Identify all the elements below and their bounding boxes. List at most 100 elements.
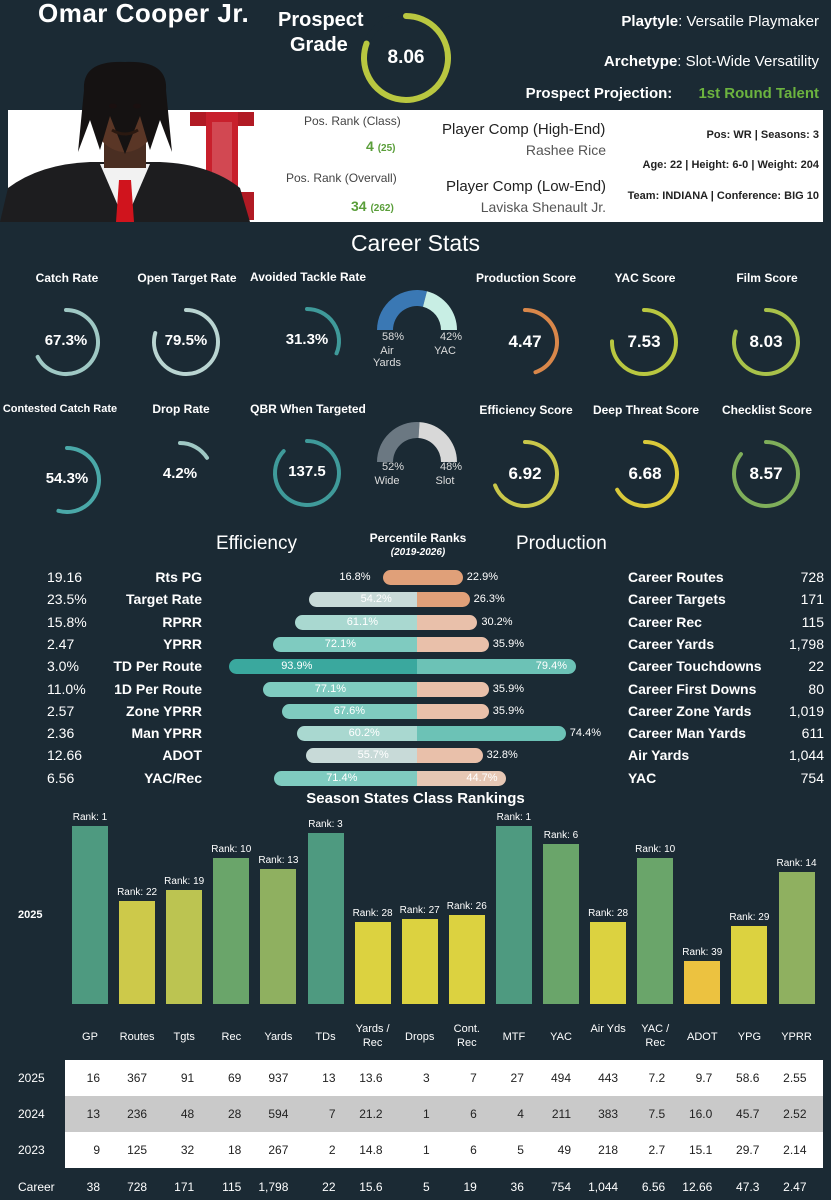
season-rank-label: Rank: 29 [729, 911, 770, 923]
stat-ring-svg [273, 439, 341, 507]
playtyle-line: Playtyle: Versatile Playmaker [621, 13, 819, 30]
production-pct-label: 22.9% [466, 571, 498, 583]
table-cell: 13 [322, 1071, 336, 1085]
table-row: 16 367 91 69 937 13 13.6 3 7 27 494 443 7.2 9.7 58.6 2.… [65, 1060, 823, 1096]
efficiency-pct-label: 16.8% [339, 571, 371, 583]
stat-ring-svg [178, 441, 210, 460]
column-header: YPRR [781, 1031, 812, 1043]
stat-ring-value: 137.5 [288, 463, 326, 480]
efficiency-pct-label: 54.2% [360, 593, 392, 606]
season-rank-bar [731, 925, 768, 1004]
stat-title: Efficiency Score [479, 403, 573, 417]
table-cell: 6 [470, 1143, 477, 1157]
efficiency-pct-bar [296, 726, 417, 742]
archetype-value: : Slot-Wide Versatility [677, 53, 819, 70]
split-right-pct: 48% [439, 461, 463, 473]
stat-ring: 54.3% [29, 442, 105, 518]
table-cell: 5 [423, 1180, 430, 1194]
production-pct-bar [417, 659, 576, 675]
table-cell: 1 [423, 1143, 430, 1157]
table-cell: 1,798 [258, 1180, 289, 1194]
pos-seasons-line: Pos: WR | Seasons: 3 [706, 129, 820, 141]
stat-ring-svg [732, 440, 800, 508]
production-pct-bar [417, 748, 483, 764]
table-cell: 171 [174, 1180, 195, 1194]
table-cell: 15.1 [688, 1143, 713, 1157]
efficiency-value: 3.0% [47, 658, 79, 675]
efficiency-pct-bar [274, 770, 417, 786]
column-header: YAC / Rec [641, 1023, 670, 1049]
comp-high-name: Rashee Rice [525, 142, 606, 158]
stat-ring: 8.03 [728, 304, 804, 380]
efficiency-label: Rts PG [155, 569, 202, 585]
efficiency-pct-label: 72.1% [324, 637, 356, 650]
table-cell: 19 [463, 1180, 477, 1194]
stat-title: YAC Score [614, 271, 676, 285]
stat-ring-arc [493, 440, 559, 508]
grade-ring-svg [361, 13, 451, 103]
grade-ring: 8.06 [358, 10, 454, 106]
split-right-pct: 42% [439, 331, 463, 343]
production-pct-label: 74.4% [569, 727, 601, 740]
efficiency-value: 15.8% [47, 613, 87, 630]
table-cell: 1,044 [588, 1180, 619, 1194]
efficiency-pct-label: 71.4% [326, 771, 358, 784]
season-rank-label: Rank: 28 [588, 908, 629, 920]
table-cell: 594 [268, 1107, 289, 1121]
table-cell: 2.14 [783, 1143, 807, 1157]
efficiency-label: Zone YPRR [126, 702, 202, 719]
season-rank-bar [119, 900, 156, 1004]
season-series-label: 2025 [18, 909, 43, 921]
stat-ring-value: 6.68 [628, 464, 662, 483]
stat-ring: 79.5% [148, 304, 224, 380]
stat-ring: 8.57 [728, 436, 804, 512]
grade-value: 8.06 [387, 47, 425, 68]
stat-ring-svg [610, 308, 678, 376]
stat-title: Deep Threat Score [592, 403, 700, 417]
table-year-label: Career [18, 1180, 55, 1194]
season-rank-label: Rank: 6 [543, 829, 579, 841]
split-right-segment [422, 291, 457, 330]
season-rank-label: Rank: 10 [211, 844, 252, 856]
table-cell: 69 [227, 1071, 242, 1085]
table-cell: 13.6 [359, 1071, 383, 1085]
stat-ring-arc [732, 308, 800, 376]
stat-ring-value: 6.92 [508, 464, 542, 483]
stat-title: Checklist Score [721, 403, 813, 417]
table-cell: 211 [551, 1107, 571, 1121]
efficiency-label: RPRR [162, 613, 202, 630]
production-pct-bar [417, 770, 507, 786]
efficiency-label: YAC/Rec [144, 769, 202, 786]
table-cell: 58.6 [736, 1071, 760, 1085]
stat-title: Contested Catch Rate [2, 403, 118, 415]
season-rank-label: Rank: 13 [258, 854, 299, 866]
stat-ring-value: 8.03 [749, 332, 783, 351]
table-cell: 115 [222, 1180, 242, 1194]
production-label: Career Zone Yards [628, 702, 752, 719]
stat-ring-svg [615, 440, 679, 508]
production-pct-bar [417, 636, 489, 652]
table-cell: 91 [180, 1071, 195, 1085]
stat-ring-value: 4.2% [162, 465, 198, 482]
player-photo [0, 60, 250, 222]
table-cell: 32 [180, 1143, 195, 1157]
production-label: Career Man Yards [628, 725, 747, 742]
table-row: 38 728 171 115 1,798 22 15.6 5 19 36 754 1,044 6.56 1… [65, 1176, 823, 1200]
efficiency-pct-bar [294, 614, 417, 630]
split-gauge [377, 290, 457, 330]
efficiency-label: TD Per Route [113, 658, 202, 675]
production-pct-label: 35.9% [492, 637, 524, 650]
comp-low-title: Player Comp (Low-End) [446, 178, 607, 195]
season-rank-label: Rank: 10 [635, 844, 676, 856]
table-cell: 2.47 [783, 1180, 807, 1194]
comp-high-title: Player Comp (High-End) [442, 121, 606, 138]
stat-ring-arc [56, 446, 101, 514]
efficiency-pct-bar [281, 703, 417, 719]
season-rank-label: Rank: 1 [496, 812, 532, 823]
table-cell: 6.56 [641, 1180, 666, 1194]
table-cell: 7.5 [648, 1107, 666, 1121]
season-chart-title: Season States Class Rankings [306, 790, 525, 807]
column-header: MTF [502, 1031, 526, 1043]
production-pct-bar [417, 726, 566, 742]
stat-ring: 137.5 [269, 435, 345, 511]
